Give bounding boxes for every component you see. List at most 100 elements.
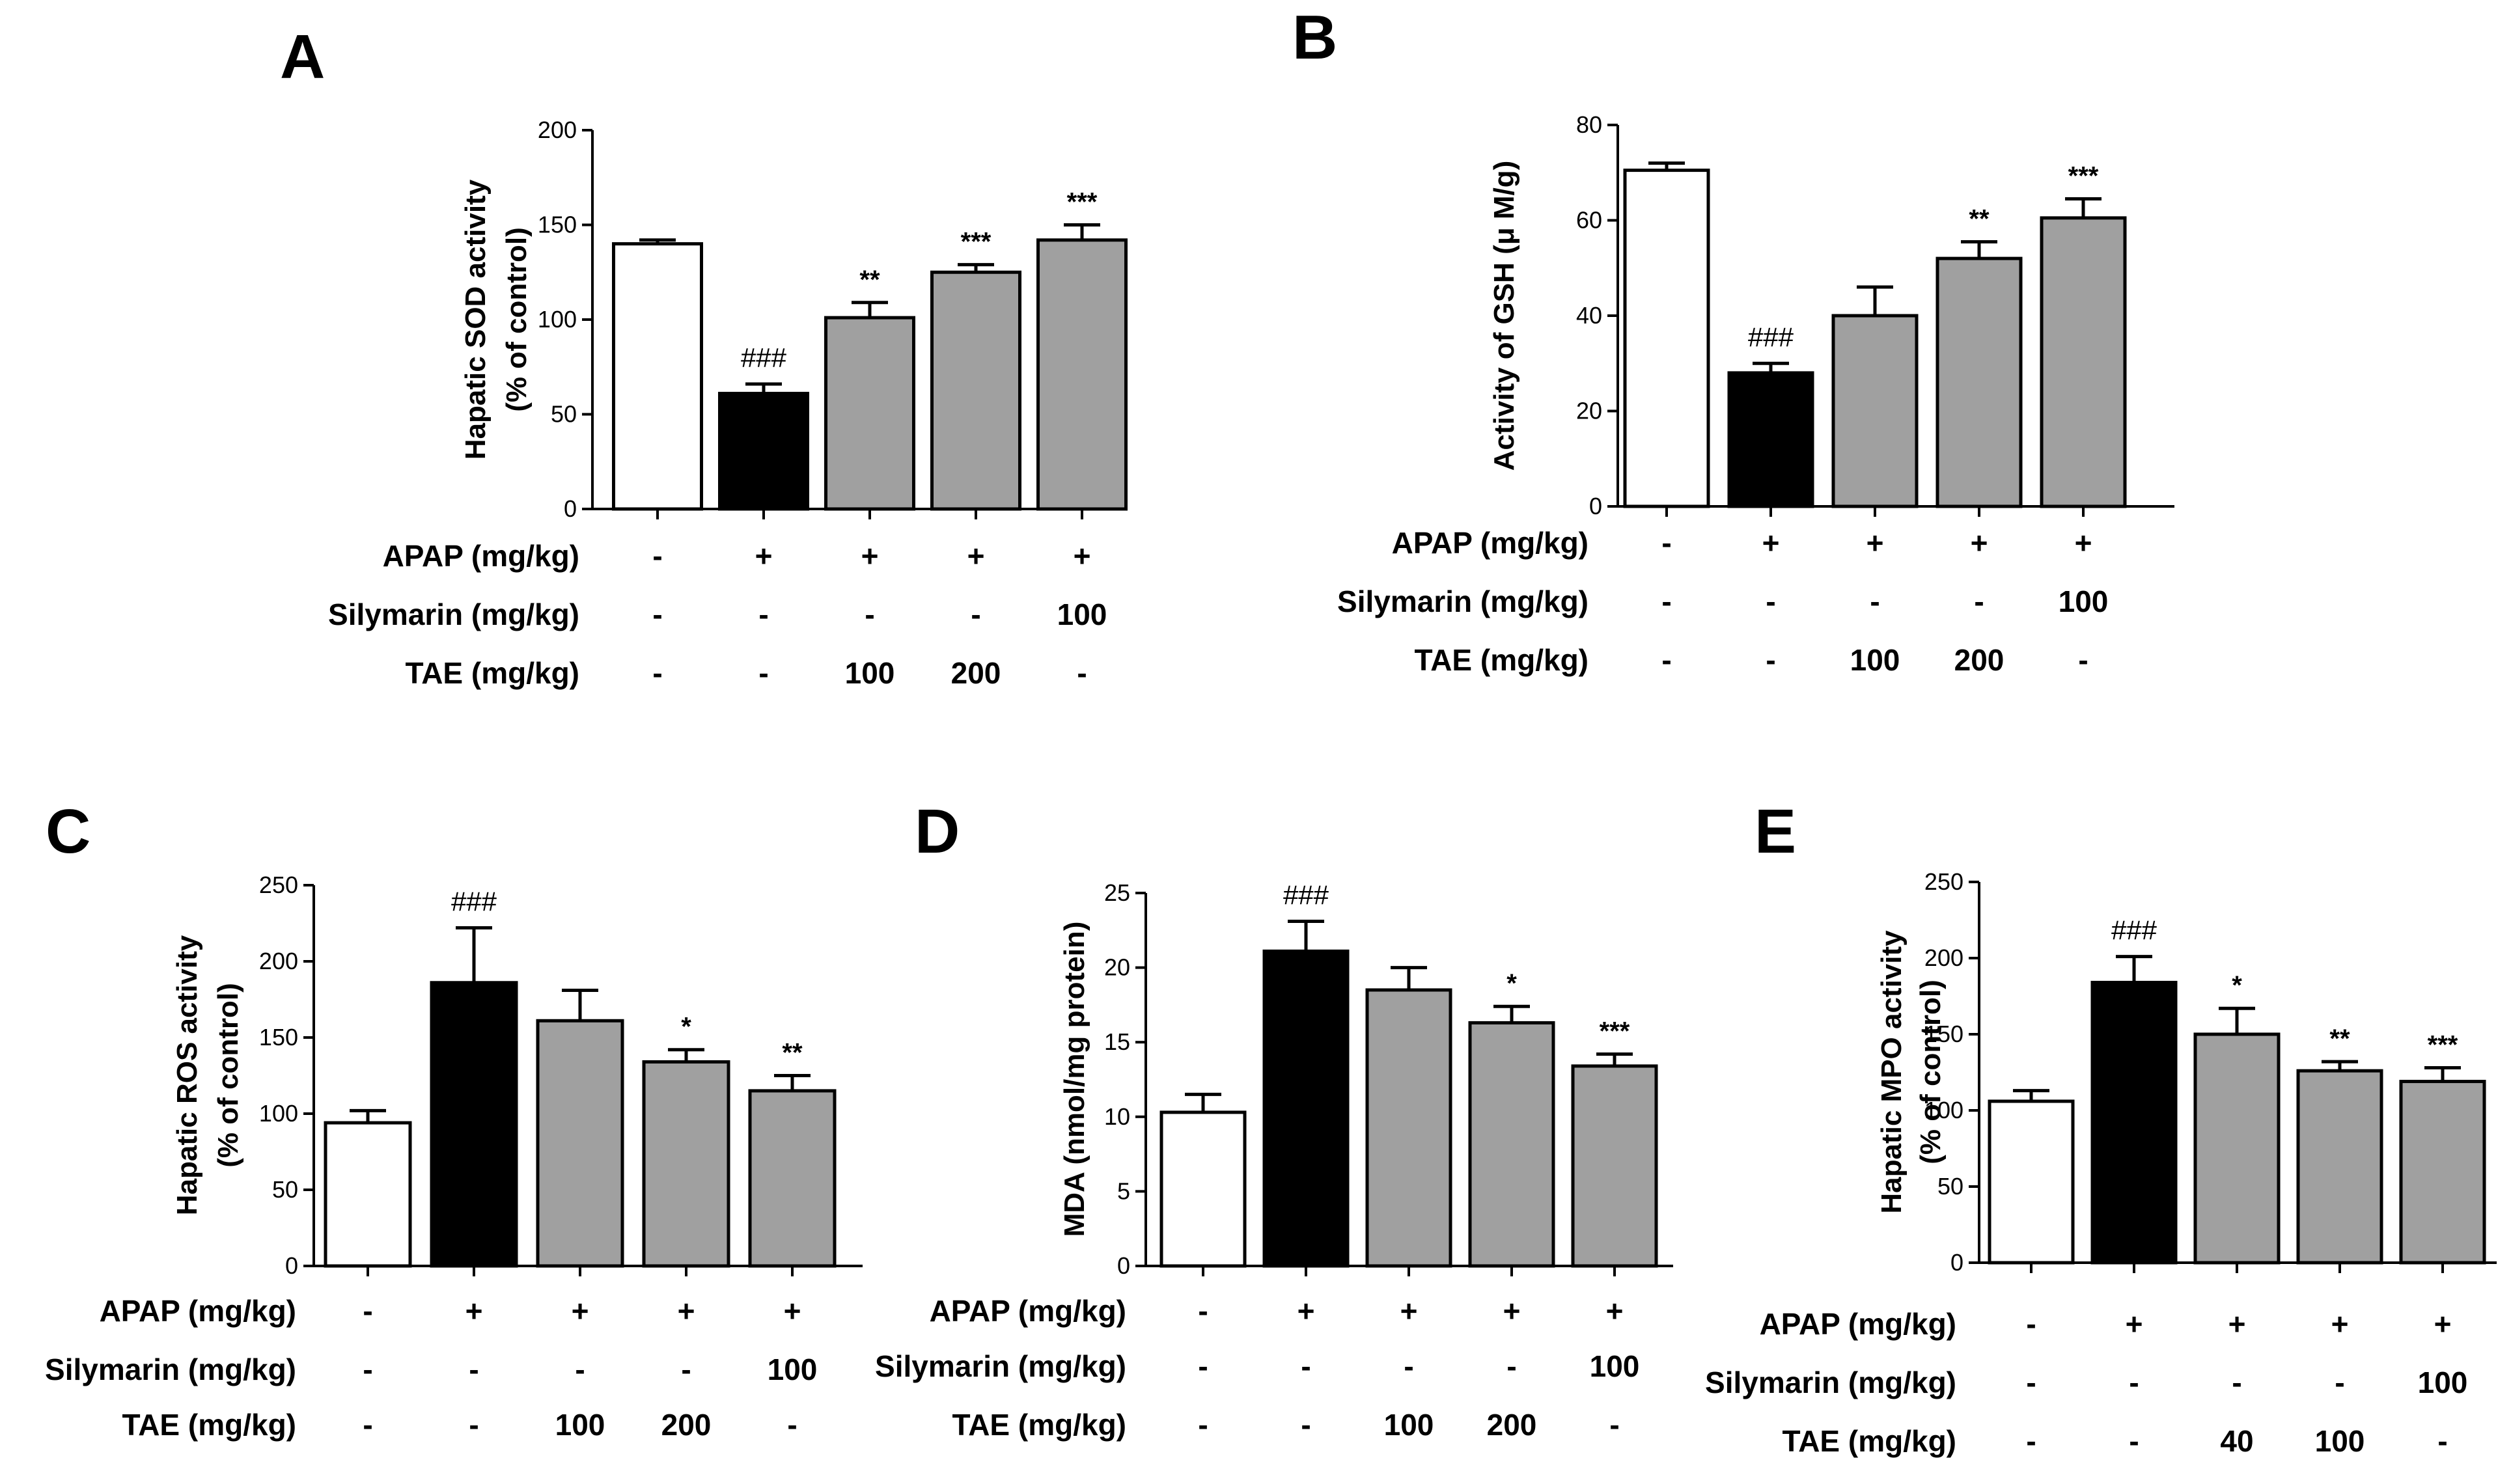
bar <box>2399 1080 2486 1265</box>
significance-label: * <box>1506 969 1517 998</box>
condition-value: - <box>2026 1307 2036 1341</box>
condition-value: + <box>861 539 879 573</box>
condition-label: Silymarin (mg/kg) <box>45 1353 296 1386</box>
significance-label: ** <box>1969 204 1990 233</box>
condition-label: TAE (mg/kg) <box>1783 1424 1956 1458</box>
panel-letter: C <box>46 797 90 866</box>
panel-letter: E <box>1755 797 1796 866</box>
condition-value: - <box>2078 643 2088 677</box>
condition-label: TAE (mg/kg) <box>952 1408 1126 1442</box>
condition-value: 100 <box>1384 1408 1434 1442</box>
condition-label: Silymarin (mg/kg) <box>328 598 579 631</box>
condition-value: + <box>1503 1294 1521 1328</box>
significance-label: ### <box>1748 322 1794 352</box>
bar <box>2040 216 2127 508</box>
bar <box>824 316 915 511</box>
condition-value: + <box>2331 1307 2349 1341</box>
condition-label: APAP (mg/kg) <box>383 539 579 573</box>
condition-value: 100 <box>1850 643 1900 677</box>
condition-value: - <box>575 1353 585 1386</box>
y-tick-label: 25 <box>1104 879 1130 906</box>
y-tick-label: 150 <box>1924 1021 1963 1047</box>
y-tick-label: 250 <box>1924 868 1963 895</box>
condition-value: - <box>1198 1408 1208 1442</box>
condition-value: - <box>1301 1408 1311 1442</box>
condition-label: APAP (mg/kg) <box>1392 526 1588 560</box>
condition-value: 200 <box>661 1408 712 1442</box>
condition-label: TAE (mg/kg) <box>406 656 579 690</box>
condition-value: - <box>469 1408 479 1442</box>
y-axis-label: Activity of GSH (μ M/g) <box>1488 161 1520 471</box>
condition-value: - <box>1661 584 1671 618</box>
condition-value: - <box>758 598 768 631</box>
y-tick-label: 15 <box>1104 1028 1130 1055</box>
y-tick-label: 200 <box>259 948 298 974</box>
condition-label: Silymarin (mg/kg) <box>1705 1366 1956 1399</box>
condition-value: - <box>1506 1349 1516 1383</box>
condition-value: + <box>1297 1294 1315 1328</box>
condition-value: 100 <box>2059 584 2109 618</box>
condition-value: - <box>1198 1294 1208 1328</box>
condition-value: - <box>1661 643 1671 677</box>
y-axis-label: (% of control) <box>212 983 244 1168</box>
condition-value: - <box>758 656 768 690</box>
condition-value: - <box>1198 1349 1208 1383</box>
significance-label: * <box>681 1013 691 1041</box>
condition-value: + <box>1400 1294 1418 1328</box>
y-axis-label: Hapatic SOD activity <box>460 179 492 460</box>
bar <box>430 981 518 1268</box>
bar <box>1036 238 1128 511</box>
condition-value: - <box>2335 1366 2344 1399</box>
panel-c: C 0 50 100 150 200 250 Hapatic ROS activity (% o… <box>45 797 863 1442</box>
condition-value: 200 <box>1954 643 2005 677</box>
y-tick-label: 100 <box>538 306 577 333</box>
condition-value: - <box>469 1353 479 1386</box>
y-tick-label: 0 <box>1950 1249 1963 1276</box>
condition-value: 100 <box>768 1353 818 1386</box>
condition-value: + <box>1074 539 1091 573</box>
y-tick-label: 50 <box>551 401 577 428</box>
condition-value: + <box>2228 1307 2246 1341</box>
condition-value: - <box>2437 1424 2447 1458</box>
condition-value: - <box>652 598 662 631</box>
bar <box>612 242 703 511</box>
condition-value: - <box>865 598 874 631</box>
y-tick-label: 20 <box>1104 954 1130 981</box>
condition-value: 100 <box>2418 1366 2468 1399</box>
condition-value: + <box>755 539 773 573</box>
condition-value: + <box>2434 1307 2452 1341</box>
condition-value: + <box>784 1294 801 1328</box>
condition-value: - <box>363 1408 372 1442</box>
y-axis-label: Hapatic MPO activity <box>1876 930 1908 1214</box>
condition-value: - <box>2026 1424 2036 1458</box>
condition-label: APAP (mg/kg) <box>100 1294 296 1328</box>
condition-value: - <box>1870 584 1880 618</box>
condition-value: - <box>652 539 662 573</box>
bar <box>1159 1110 1247 1268</box>
significance-label: *** <box>1600 1017 1630 1046</box>
bar <box>1262 949 1350 1268</box>
condition-value: 200 <box>1487 1408 1537 1442</box>
condition-value: + <box>967 539 985 573</box>
condition-value: - <box>971 598 980 631</box>
condition-value: - <box>1301 1349 1311 1383</box>
condition-value: 100 <box>2315 1424 2365 1458</box>
y-tick-label: 100 <box>259 1100 298 1127</box>
condition-value: + <box>572 1294 589 1328</box>
bar <box>718 391 809 511</box>
condition-value: - <box>1766 643 1775 677</box>
y-tick-label: 250 <box>259 872 298 898</box>
panel-e: E 0 50 100 150 200 250 Hapatic MPO activity (% o… <box>1705 797 2497 1458</box>
y-tick-label: 5 <box>1117 1177 1130 1204</box>
y-tick-label: 20 <box>1576 398 1602 424</box>
significance-label: ### <box>741 342 787 373</box>
y-tick-label: 0 <box>1589 493 1602 519</box>
condition-value: 100 <box>1057 598 1107 631</box>
condition-label: TAE (mg/kg) <box>122 1408 296 1442</box>
y-tick-label: 150 <box>538 212 577 238</box>
condition-value: 100 <box>1590 1349 1640 1383</box>
condition-value: + <box>1866 526 1884 560</box>
condition-value: - <box>1404 1349 1413 1383</box>
